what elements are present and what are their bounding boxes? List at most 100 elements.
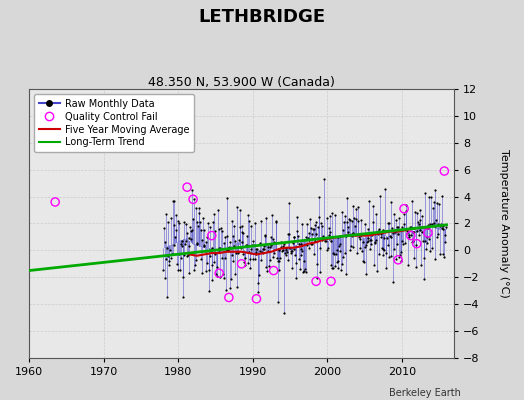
Point [370, 240, 379, 246]
Point [210, 211, 219, 217]
Point [241, 261, 249, 268]
Point [437, 220, 445, 227]
Point [216, 245, 225, 251]
Point [330, 251, 339, 258]
Point [180, 219, 189, 226]
Point [442, 224, 450, 230]
Point [337, 267, 345, 274]
Point [227, 252, 236, 258]
Point [345, 217, 354, 223]
Point [429, 205, 437, 211]
Point [397, 249, 406, 255]
Point [324, 245, 332, 251]
Point [402, 228, 411, 234]
Point [274, 299, 282, 305]
Point [419, 276, 428, 283]
Point [274, 258, 282, 265]
Point [344, 224, 352, 230]
Point [312, 231, 320, 238]
Point [362, 242, 370, 248]
Point [410, 228, 419, 235]
Point [193, 240, 201, 247]
Point [196, 256, 205, 262]
Point [386, 232, 394, 239]
Point [228, 218, 236, 224]
Point [181, 238, 190, 244]
Point [224, 246, 233, 253]
Point [269, 254, 277, 260]
Point [416, 206, 424, 213]
Point [277, 244, 286, 250]
Point [304, 235, 312, 242]
Point [261, 264, 270, 270]
Point [237, 223, 246, 229]
Point [341, 213, 349, 220]
Point [305, 245, 313, 252]
Point [270, 239, 279, 245]
Point [225, 244, 233, 250]
Point [342, 271, 350, 278]
Point [440, 254, 448, 260]
Point [416, 227, 424, 234]
Point [194, 205, 203, 212]
Point [255, 248, 264, 254]
Point [195, 210, 203, 217]
Point [400, 220, 409, 227]
Point [169, 197, 178, 204]
Point [236, 207, 245, 213]
Point [171, 227, 180, 233]
Point [441, 238, 449, 245]
Point [208, 261, 216, 268]
Point [280, 310, 289, 316]
Point [270, 250, 278, 256]
Point [347, 217, 356, 224]
Point [316, 269, 325, 276]
Point [230, 243, 238, 250]
Point [244, 260, 252, 266]
Point [405, 232, 413, 238]
Point [388, 230, 397, 236]
Point [387, 234, 395, 240]
Point [319, 233, 327, 239]
Point [280, 240, 288, 247]
Point [265, 263, 273, 269]
Point [224, 248, 232, 254]
Point [275, 247, 283, 254]
Point [314, 224, 322, 230]
Point [314, 194, 323, 200]
Point [190, 195, 198, 202]
Point [187, 228, 195, 235]
Point [191, 262, 199, 268]
Point [303, 242, 312, 248]
Point [222, 287, 230, 294]
Point [170, 242, 179, 248]
Point [414, 219, 422, 226]
Point [287, 250, 295, 256]
Point [390, 211, 399, 217]
Point [401, 240, 409, 246]
Point [328, 264, 336, 271]
Point [167, 214, 175, 221]
Point [372, 211, 380, 217]
Point [208, 277, 216, 283]
Point [278, 248, 286, 254]
Title: 48.350 N, 53.900 W (Canada): 48.350 N, 53.900 W (Canada) [148, 76, 335, 89]
Point [183, 253, 191, 259]
Point [424, 230, 432, 236]
Point [427, 194, 435, 200]
Point [401, 208, 410, 214]
Point [313, 261, 322, 267]
Point [257, 218, 266, 224]
Point [367, 241, 376, 247]
Point [387, 253, 396, 260]
Point [281, 247, 290, 253]
Point [402, 202, 410, 209]
Point [380, 246, 389, 253]
Point [173, 261, 181, 267]
Point [364, 235, 373, 242]
Point [332, 247, 341, 254]
Point [165, 262, 173, 268]
Point [275, 258, 283, 265]
Point [326, 229, 335, 236]
Point [188, 187, 196, 193]
